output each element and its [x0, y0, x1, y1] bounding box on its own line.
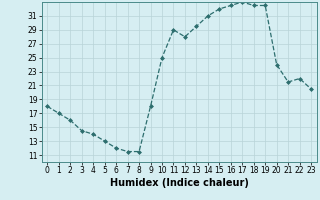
X-axis label: Humidex (Indice chaleur): Humidex (Indice chaleur)	[110, 178, 249, 188]
